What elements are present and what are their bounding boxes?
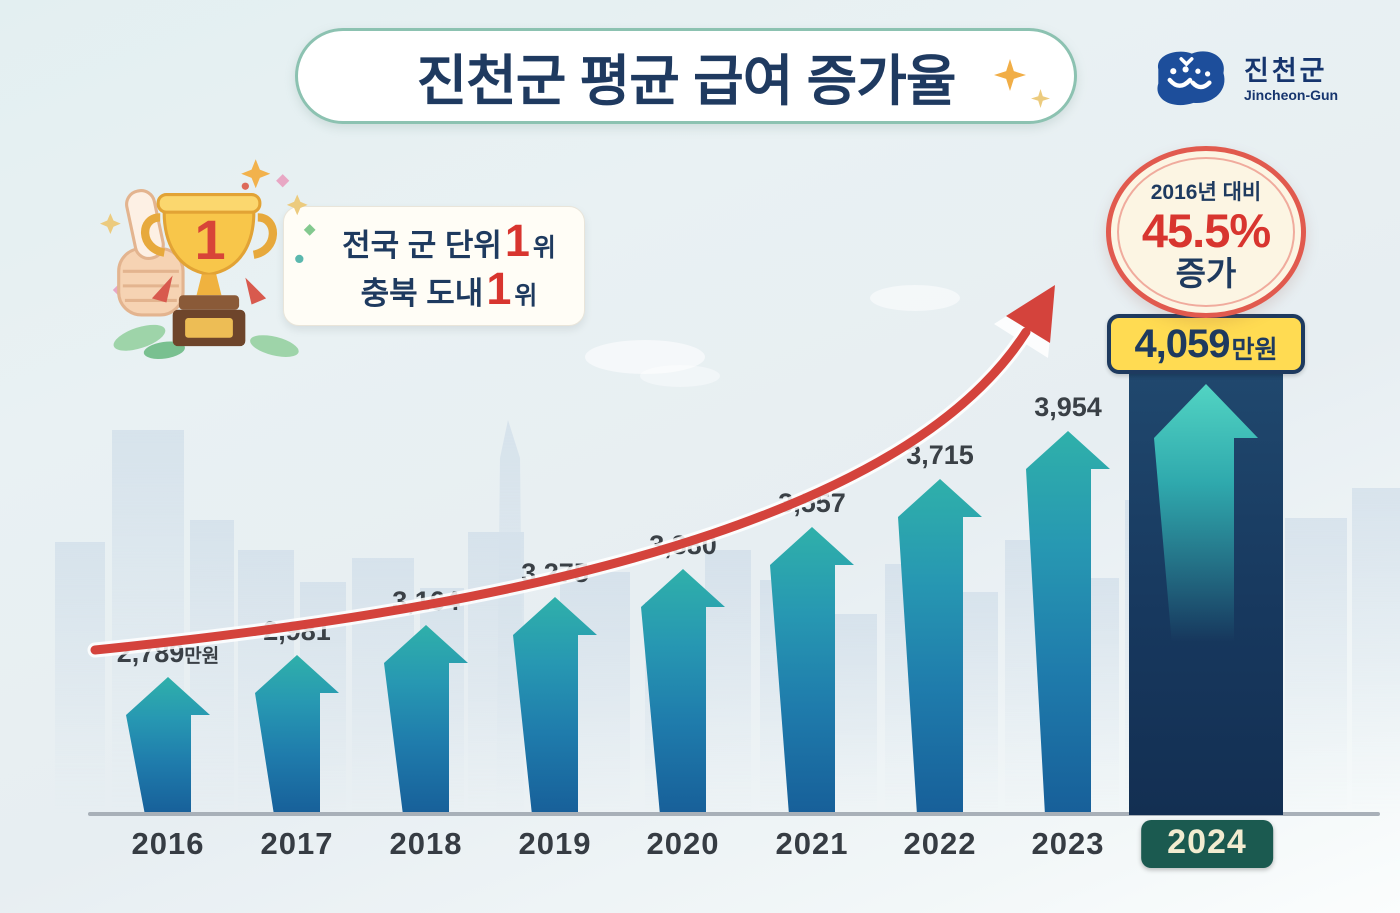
year-label-2017: 2017	[260, 826, 334, 861]
sparkle-icon	[994, 59, 1026, 91]
trophy-illustration: 1	[100, 159, 316, 359]
award-rank-unit: 위	[532, 233, 556, 262]
award-text: 전국 군 단위	[342, 227, 502, 263]
year-label-2022: 2022	[903, 826, 977, 861]
x-axis-line	[88, 812, 1380, 816]
badge-compare-label: 2016년 대비	[1150, 181, 1262, 205]
value-unit-2024: 만원	[1231, 335, 1278, 364]
year-label-2020: 2020	[646, 826, 720, 861]
sparkle-icon	[1031, 89, 1050, 108]
award-rank-number: 1	[504, 214, 530, 266]
highlight-arrow-2024	[1154, 384, 1258, 714]
highlight-column-2024	[1129, 372, 1283, 815]
percent-increase-badge: 2016년 대비 45.5% 증가	[1106, 146, 1306, 318]
year-label-2023: 2023	[1031, 826, 1105, 861]
logo-name-korean: 진천군	[1244, 56, 1328, 87]
year-label-2019: 2019	[518, 826, 592, 861]
cloud-shape	[870, 285, 960, 311]
badge-increase-label: 증가	[1175, 255, 1237, 293]
bar-value-2023: 3,954	[1034, 392, 1102, 422]
logo-blob-icon	[1157, 51, 1225, 106]
ranking-award-box: 전국 군 단위 1 위 충북 도내 1 위	[283, 206, 585, 326]
badge-percent-value: 45.5%	[1141, 204, 1271, 258]
logo-text: 진천군 Jincheon-Gun	[1244, 56, 1338, 103]
svg-text:1: 1	[194, 208, 225, 271]
award-rank-unit: 위	[514, 282, 538, 310]
title-banner: 진천군 평균 급여 증가율	[295, 28, 1077, 124]
award-rank-number: 1	[486, 263, 512, 314]
award-text: 충북 도내	[360, 276, 484, 311]
award-line-province: 충북 도내 1 위	[361, 266, 538, 314]
value-box-2024: 4,059 만원	[1107, 314, 1305, 374]
jincheon-gun-logo: 진천군 Jincheon-Gun	[1146, 44, 1338, 116]
value-2024: 4,059	[1134, 321, 1230, 366]
award-line-national: 전국 군 단위 1 위	[342, 218, 556, 266]
logo-name-english: Jincheon-Gun	[1244, 87, 1339, 104]
year-label-2021: 2021	[775, 826, 849, 861]
year-label-2016: 2016	[131, 826, 205, 861]
year-label-2024: 2024	[1141, 820, 1273, 868]
page-title: 진천군 평균 급여 증가율	[416, 50, 957, 112]
year-label-2018: 2018	[389, 826, 463, 861]
